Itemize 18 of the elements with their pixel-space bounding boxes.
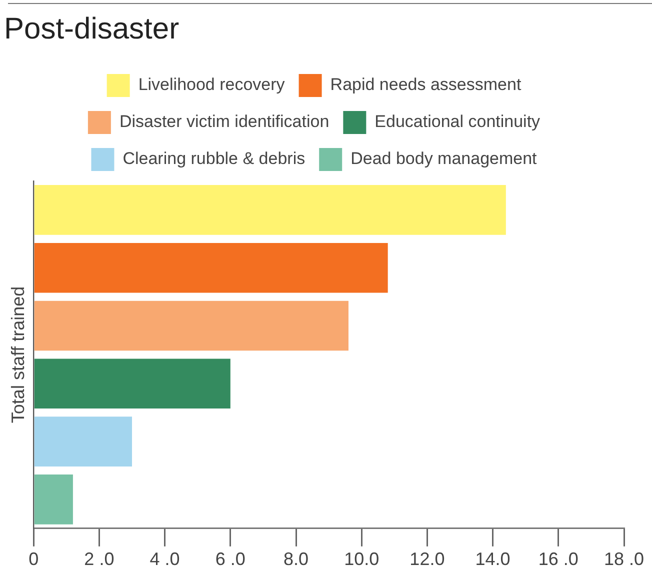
x-tick-label: 0 — [28, 549, 39, 570]
x-tick-label: 4 .0 — [150, 549, 180, 570]
x-tick-label: 2 .0 — [84, 549, 114, 570]
legend-label: Dead body management — [350, 149, 538, 168]
chart-title: Post-disaster — [4, 12, 180, 46]
legend-label: Educational continuity — [374, 112, 541, 132]
x-tick-label: 14.0 — [475, 549, 510, 570]
x-tick-label: 6 .0 — [215, 549, 246, 570]
x-tick-label: 8.0 — [283, 549, 309, 570]
legend-label: Disaster victim identification — [119, 112, 330, 132]
y-axis-title: Total staff trained — [8, 286, 28, 424]
x-tick-label: 10.0 — [344, 549, 380, 570]
x-tick-label: 16 .0 — [538, 549, 578, 570]
x-tick-label: 12.0 — [410, 549, 445, 570]
legend-label: Livelihood recovery — [138, 75, 286, 94]
legend-label: Rapid needs assessment — [330, 75, 522, 94]
legend-label: Clearing rubble & debris — [122, 149, 306, 168]
x-tick-label: 18 .0 — [604, 549, 644, 570]
